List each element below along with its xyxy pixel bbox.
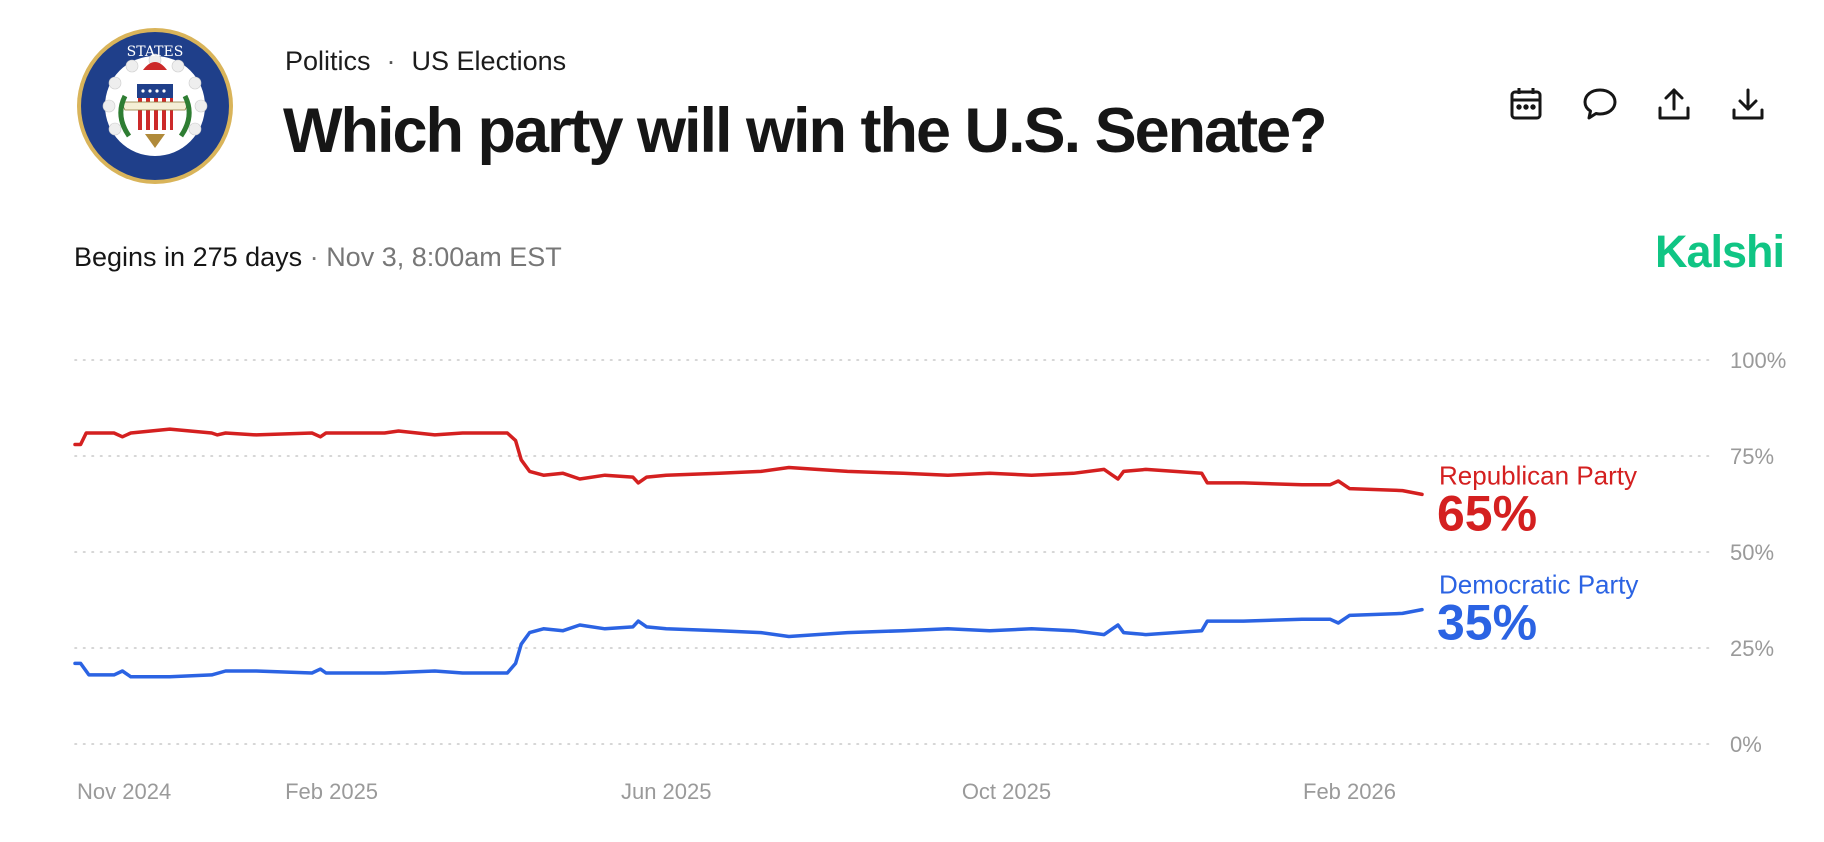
comment-button[interactable] <box>1582 86 1618 122</box>
us-senate-seal-icon: STATES <box>75 26 235 186</box>
series-line <box>73 427 1424 497</box>
svg-text:STATES: STATES <box>127 44 184 60</box>
series-value: 65% <box>1437 485 1537 541</box>
x-tick-label: Feb 2025 <box>285 779 378 804</box>
series-value: 35% <box>1437 595 1537 651</box>
x-tick-label: Oct 2025 <box>962 779 1051 804</box>
breadcrumb: Politics · US Elections <box>285 46 566 77</box>
download-button[interactable] <box>1730 86 1766 122</box>
x-tick-label: Nov 2024 <box>77 779 171 804</box>
action-toolbar <box>1508 86 1766 122</box>
y-tick-label: 50% <box>1730 540 1774 565</box>
calendar-icon <box>1510 88 1542 120</box>
price-chart: 100% 75% 50% 25% 0% Nov 2024 Feb 2025 Jun 2025 O… <box>73 348 1786 804</box>
share-button[interactable] <box>1656 86 1692 122</box>
breadcrumb-separator: · <box>386 46 396 76</box>
share-icon <box>1658 88 1690 120</box>
y-tick-label: 25% <box>1730 636 1774 661</box>
market-timing: Begins in 275 days · Nov 3, 8:00am EST <box>74 242 562 273</box>
series-name: Republican Party <box>1439 460 1637 490</box>
page-title: Which party will win the U.S. Senate? <box>283 96 1328 166</box>
separator-dot: · <box>309 242 319 272</box>
y-tick-label: 100% <box>1730 348 1786 373</box>
begins-countdown: Begins in 275 days <box>74 242 303 272</box>
x-tick-label: Feb 2026 <box>1303 779 1396 804</box>
breadcrumb-item-politics[interactable]: Politics <box>285 46 371 76</box>
y-tick-label: 0% <box>1730 732 1762 757</box>
series-name: Democratic Party <box>1439 570 1638 600</box>
kalshi-logo: Kalshi <box>1654 226 1785 277</box>
calendar-button[interactable] <box>1508 86 1544 122</box>
y-tick-label: 75% <box>1730 444 1774 469</box>
event-date: Nov 3, 8:00am EST <box>326 242 562 272</box>
comment-icon <box>1583 88 1617 120</box>
series-line <box>73 607 1424 679</box>
breadcrumb-item-us-elections[interactable]: US Elections <box>411 46 567 76</box>
download-icon <box>1732 88 1764 120</box>
x-tick-label: Jun 2025 <box>621 779 712 804</box>
